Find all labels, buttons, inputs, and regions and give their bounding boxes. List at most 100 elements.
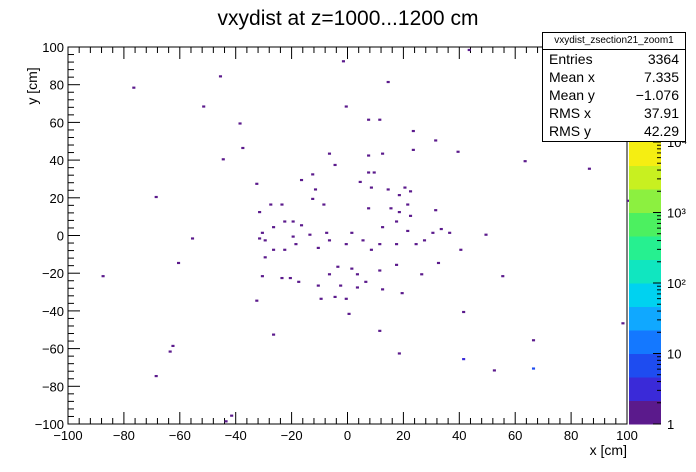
x-tick-label: −80: [113, 428, 135, 443]
histogram-bin: [411, 148, 415, 151]
histogram-bin: [299, 178, 304, 182]
chart-title: vxydist at z=1000...1200 cm: [218, 7, 479, 30]
x-tick-label: 60: [508, 428, 522, 443]
y-tick-label: 100: [42, 40, 64, 55]
histogram-bin: [311, 173, 315, 176]
histogram-bin: [364, 280, 368, 283]
histogram-bin: [434, 139, 438, 142]
histogram-bin: [484, 233, 488, 236]
histogram-bin: [627, 199, 631, 202]
histogram-bin: [408, 214, 413, 217]
palette-swatch: [629, 330, 661, 354]
histogram-bin: [350, 267, 354, 270]
histogram-bin: [168, 350, 172, 353]
palette-tick-label: 10³: [667, 206, 686, 221]
histogram-bin: [361, 239, 365, 242]
histogram-bin: [531, 339, 536, 342]
stats-value: 7.335: [643, 69, 679, 85]
histogram-bin: [258, 210, 262, 214]
histogram-bin: [280, 276, 284, 280]
y-tick-label: 80: [50, 78, 64, 93]
histogram-bin: [327, 152, 332, 155]
histogram-bin: [358, 180, 362, 184]
stats-row-rms-x: RMS x 37.91: [543, 104, 685, 122]
histogram-bin: [434, 209, 438, 212]
histogram-bin: [288, 276, 292, 280]
stats-value: 37.91: [643, 105, 679, 121]
histogram-bin: [367, 154, 371, 157]
histogram-bin: [422, 239, 427, 242]
stats-row-mean-x: Mean x 7.335: [543, 68, 685, 86]
histogram-bin: [381, 288, 385, 291]
y-tick-label: −100: [35, 417, 64, 432]
histogram-bin: [269, 203, 273, 206]
x-tick-label: −60: [169, 428, 191, 443]
y-tick-label: 60: [50, 115, 64, 130]
histogram-bin: [132, 86, 136, 89]
histogram-bin: [369, 248, 373, 251]
histogram-bin: [531, 367, 536, 370]
histogram-bin: [327, 273, 332, 276]
stats-label: RMS x: [549, 105, 591, 121]
histogram-bin: [283, 220, 287, 223]
histogram-bin: [272, 333, 276, 336]
stats-row-rms-y: RMS y 42.29: [543, 122, 685, 140]
x-tick-label: −20: [281, 428, 303, 443]
histogram-bin: [408, 190, 413, 193]
palette-swatch: [629, 377, 661, 401]
histogram-bin: [378, 243, 382, 246]
histogram-bin: [101, 275, 105, 278]
histogram-bin: [325, 231, 329, 234]
histogram-bin: [467, 48, 471, 52]
palette-tick-label: 1: [667, 417, 674, 432]
histogram-bin: [283, 248, 287, 251]
histogram-bin: [378, 118, 382, 121]
stats-label: RMS y: [549, 123, 591, 139]
histogram-bin: [386, 188, 390, 191]
histogram-bin: [154, 195, 158, 199]
histogram-bin: [241, 146, 245, 150]
histogram-bin: [367, 118, 371, 121]
stats-value: −1.076: [635, 87, 679, 103]
x-tick-label: −40: [225, 428, 247, 443]
histogram-bin: [381, 226, 385, 229]
stats-label: Mean x: [549, 69, 595, 85]
histogram-bin: [202, 105, 206, 108]
y-tick-label: −20: [42, 266, 64, 281]
y-axis-label: y [cm]: [24, 67, 40, 104]
y-tick-label: 40: [50, 153, 64, 168]
histogram-bin: [369, 186, 373, 189]
histogram-bin: [299, 224, 304, 227]
histogram-bin: [255, 182, 259, 185]
x-tick-label: −100: [53, 428, 82, 443]
histogram-bin: [260, 231, 264, 234]
histogram-bin: [395, 243, 399, 246]
histogram-bin: [389, 207, 393, 210]
histogram-bin: [406, 203, 410, 206]
histogram-bin: [333, 295, 337, 299]
palette-swatch: [629, 165, 661, 190]
x-tick-label: 80: [564, 428, 578, 443]
histogram-bin: [221, 158, 225, 161]
histogram-bin: [372, 171, 376, 174]
stats-histogram-name: vxydist_zsection21_zoom1: [543, 33, 685, 50]
histogram-bin: [501, 275, 505, 278]
histogram-bin: [255, 299, 259, 302]
histogram-bin: [395, 263, 399, 266]
histogram-bin: [395, 220, 399, 223]
histogram-bin: [344, 297, 348, 300]
x-tick-label: 20: [396, 428, 410, 443]
histogram-bin: [311, 197, 315, 200]
histogram-bin: [344, 243, 348, 246]
histogram-bin: [397, 352, 401, 355]
histogram-bin: [355, 273, 359, 276]
x-tick-label: 0: [344, 428, 351, 443]
histogram-bin: [378, 269, 382, 272]
histogram-bin: [238, 122, 242, 125]
histogram-bin: [381, 152, 385, 155]
histogram-bin: [272, 248, 276, 251]
palette-swatch: [629, 400, 661, 425]
histogram-bin: [411, 129, 415, 133]
